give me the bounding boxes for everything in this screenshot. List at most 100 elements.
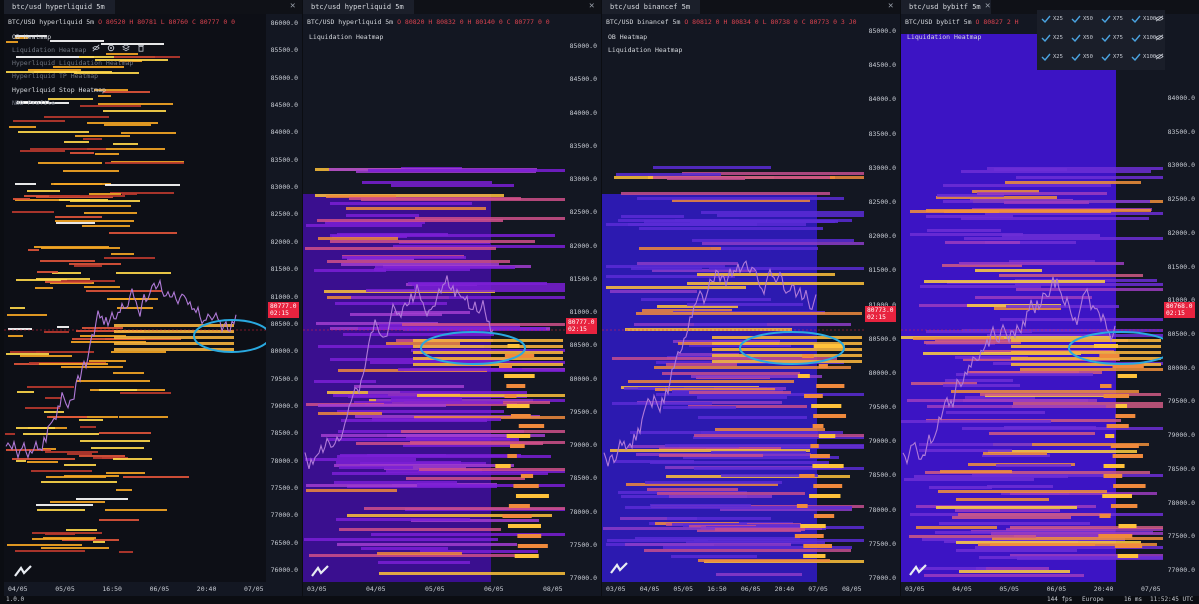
- liquidation-level: [317, 219, 503, 222]
- time-axis[interactable]: 04/05 05/05 16:50 06/05 20:40 07/05: [4, 582, 302, 596]
- leverage-option[interactable]: X100: [1143, 35, 1157, 41]
- price-axis[interactable]: 86000.0 85500.0 85000.0 84500.0 84000.0 83500…: [266, 14, 302, 582]
- time-tick: 04/05: [366, 585, 386, 593]
- tab-btc-usd-bybitf[interactable]: btc/usd bybitf 5m: [901, 0, 991, 14]
- layer-hyperliquid-stop-heatmap[interactable]: Hyperliquid Stop Heatmap: [12, 86, 106, 94]
- leverage-option[interactable]: X100: [1143, 16, 1157, 22]
- liquidation-level: [106, 53, 138, 55]
- checkmark-icon[interactable]: [1131, 34, 1141, 42]
- liquidation-level: [113, 143, 138, 145]
- heatmap-plot[interactable]: [303, 14, 565, 582]
- time-axis[interactable]: 03/05 04/05 05/05 06/05 20:40 07/05: [901, 582, 1199, 596]
- close-icon[interactable]: ✕: [888, 1, 894, 11]
- tab-btc-usd-hyperliquid[interactable]: btc/usd hyperliquid 5m: [4, 0, 115, 14]
- liquidation-level: [983, 452, 1047, 455]
- volume-profile-bar: [515, 494, 549, 498]
- layer-ob-heatmap[interactable]: OB Heatmap: [608, 33, 648, 41]
- eye-off-icon[interactable]: [1155, 15, 1164, 22]
- volume-profile-bar: [796, 504, 808, 508]
- checkmark-icon[interactable]: [1041, 34, 1051, 42]
- annotation-circle[interactable]: [420, 331, 526, 365]
- liquidation-level: [963, 399, 1088, 402]
- liquidation-level: [10, 307, 25, 309]
- leverage-option[interactable]: X25: [1053, 35, 1063, 41]
- liquidation-level: [314, 269, 386, 272]
- liquidation-level: [27, 190, 60, 192]
- settings-icon[interactable]: [107, 44, 115, 52]
- liquidation-level: [327, 391, 400, 394]
- price-tick: 77000.0: [1167, 566, 1195, 574]
- layers-icon[interactable]: [122, 44, 130, 52]
- checkmark-icon[interactable]: [1101, 53, 1111, 61]
- heatmap-plot[interactable]: [602, 14, 864, 582]
- annotation-circle[interactable]: [193, 319, 266, 353]
- liquidation-level: [657, 305, 738, 308]
- checkmark-icon[interactable]: [1071, 53, 1081, 61]
- chart-panel-2[interactable]: btc/usd hyperliquid 5m ✕ BTC/USD hyperli…: [303, 0, 601, 596]
- annotation-circle[interactable]: [1068, 331, 1163, 365]
- chart-panel-1[interactable]: btc/usd hyperliquid 5m ✕ BTC/USD hyperli…: [4, 0, 302, 596]
- price-tick: 86000.0: [270, 19, 298, 27]
- heatmap-plot[interactable]: [4, 14, 266, 582]
- app-logo-icon: [610, 562, 628, 574]
- leverage-option[interactable]: X25: [1053, 54, 1063, 60]
- layer-hyperliquid-liquidation-heatmap[interactable]: Hyperliquid Liquidation Heatmap: [12, 59, 134, 67]
- tab-btc-usd-binancef[interactable]: btc/usd binancef 5m: [602, 0, 701, 14]
- liquidation-level: [67, 453, 92, 455]
- time-axis[interactable]: 03/05 04/05 05/05 16:50 06/05 20:40 07/05 08/05: [602, 582, 900, 596]
- layer-liquidation-heatmap[interactable]: Liquidation Heatmap: [309, 33, 384, 41]
- time-axis[interactable]: 03/05 04/05 05/05 06/05 08/05: [303, 582, 601, 596]
- price-axis[interactable]: 85000.0 84500.0 84000.0 83500.0 83000.0 82500…: [864, 14, 900, 582]
- liquidation-level: [688, 405, 807, 408]
- layer-liquidation-heatmap[interactable]: Liquidation Heatmap: [907, 33, 982, 41]
- checkmark-icon[interactable]: [1071, 15, 1081, 23]
- symbol-label: BTC/USD bybitf 5m: [905, 18, 972, 26]
- chart-panel-4[interactable]: btc/usd bybitf 5m ✕ BTC/USD bybitf 5m O …: [901, 0, 1199, 596]
- price-tick: 83500.0: [270, 155, 298, 164]
- eye-off-icon[interactable]: [92, 44, 100, 52]
- liquidation-level: [956, 541, 1141, 544]
- region-select[interactable]: Europe: [1082, 596, 1104, 603]
- liquidation-level: [379, 572, 565, 575]
- checkmark-icon[interactable]: [1131, 53, 1141, 61]
- volume-profile-bar: [818, 364, 828, 368]
- leverage-option[interactable]: X50: [1083, 16, 1093, 22]
- layer-liquidation-heatmap[interactable]: Liquidation Heatmap: [608, 46, 683, 54]
- trash-icon[interactable]: [137, 44, 145, 52]
- annotation-circle[interactable]: [739, 331, 845, 365]
- leverage-option[interactable]: X50: [1083, 54, 1093, 60]
- eye-off-icon[interactable]: [1155, 53, 1164, 60]
- checkmark-icon[interactable]: [1101, 15, 1111, 23]
- liquidation-level: [41, 481, 117, 483]
- checkmark-icon[interactable]: [1041, 15, 1051, 23]
- layer-nbd-profile[interactable]: NBD Profile: [12, 99, 56, 107]
- close-icon[interactable]: ✕: [589, 1, 595, 11]
- close-icon[interactable]: ✕: [290, 1, 296, 11]
- leverage-option[interactable]: X100: [1143, 54, 1157, 60]
- heatmap-plot[interactable]: [901, 14, 1163, 582]
- checkmark-icon[interactable]: [1041, 53, 1051, 61]
- liquidation-level: [991, 532, 1163, 535]
- layer-ob-heatmap[interactable]: OB Heatmap: [12, 33, 52, 41]
- chart-panel-3[interactable]: btc/usd binancef 5m ✕ BTC/USD binancef 5…: [602, 0, 900, 596]
- leverage-option[interactable]: X25: [1053, 16, 1063, 22]
- tab-btc-usd-hyperliquid[interactable]: btc/usd hyperliquid 5m: [303, 0, 414, 14]
- layer-liquidation-heatmap[interactable]: Liquidation Heatmap: [12, 46, 87, 54]
- layer-hyperliquid-tp-heatmap[interactable]: Hyperliquid TP Heatmap: [12, 72, 99, 80]
- liquidation-level: [350, 313, 442, 316]
- leverage-option[interactable]: X50: [1083, 35, 1093, 41]
- leverage-option[interactable]: X75: [1113, 35, 1123, 41]
- liquidation-level: [626, 483, 778, 486]
- eye-off-icon[interactable]: [1155, 34, 1164, 41]
- time-tick: 16:50: [102, 585, 122, 593]
- liquidation-level: [612, 357, 837, 360]
- leverage-option[interactable]: X75: [1113, 54, 1123, 60]
- liquidation-level: [318, 345, 484, 348]
- price-axis[interactable]: 84000.0 83500.0 83000.0 82500.0 82000.0 81500…: [1163, 14, 1199, 582]
- price-axis[interactable]: 85000.0 84500.0 84000.0 83500.0 83000.0 82500…: [565, 14, 601, 582]
- checkmark-icon[interactable]: [1101, 34, 1111, 42]
- checkmark-icon[interactable]: [1071, 34, 1081, 42]
- close-icon[interactable]: ✕: [985, 1, 991, 11]
- leverage-option[interactable]: X75: [1113, 16, 1123, 22]
- checkmark-icon[interactable]: [1131, 15, 1141, 23]
